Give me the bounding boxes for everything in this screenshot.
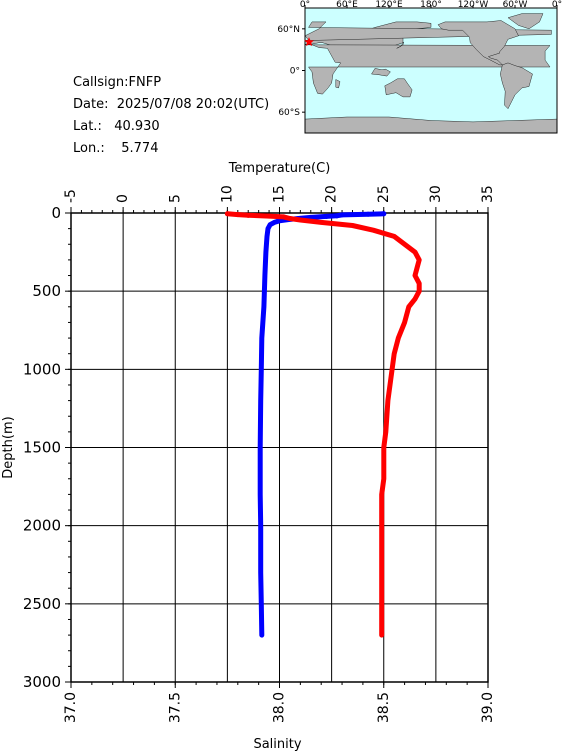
map-lat-label: 60°N xyxy=(277,25,300,35)
salinity-tick-label: 38.0 xyxy=(272,692,288,723)
salinity-tick-label: 37.5 xyxy=(167,692,183,723)
continent-4 xyxy=(437,20,519,66)
temperature-point xyxy=(323,213,329,219)
temperature-point xyxy=(339,212,345,218)
salinity-tick-label: 39.0 xyxy=(480,692,496,723)
map-lon-label: 60°W xyxy=(503,0,528,10)
temperature-tick-label: 15 xyxy=(272,185,288,203)
continent-6 xyxy=(507,13,544,30)
station-info: Callsign:FNFP Date: 2025/07/08 20:02(UTC… xyxy=(73,72,269,160)
depth-tick-label: 3000 xyxy=(23,673,61,691)
temperature-axis-label: Temperature(C) xyxy=(228,161,331,176)
salinity-point xyxy=(245,212,251,218)
continent-8 xyxy=(396,41,404,49)
salinity-point xyxy=(224,211,230,217)
latitude-text: Lat.: 40.930 xyxy=(73,119,160,134)
station-marker-icon xyxy=(304,37,314,47)
temperature-tick-label: 5 xyxy=(167,194,183,203)
depth-tick-label: 0 xyxy=(51,204,61,222)
temperature-tick-label: 10 xyxy=(219,185,235,203)
continent-3 xyxy=(384,78,413,98)
salinity-point xyxy=(235,212,241,218)
depth-tick-label: 500 xyxy=(32,282,61,300)
continent-9 xyxy=(371,68,391,77)
salinity-point xyxy=(266,213,272,219)
map-lon-label: 180° xyxy=(420,0,442,10)
map-lon-label: 0° xyxy=(300,0,310,10)
salinity-point xyxy=(281,214,287,220)
salinity-axis-label: Salinity xyxy=(253,737,301,751)
salinity-point xyxy=(287,215,293,221)
longitude-text: Lon.: 5.774 xyxy=(73,141,159,156)
temperature-tick-label: -5 xyxy=(63,189,79,203)
temperature-tick-label: 30 xyxy=(428,185,444,203)
depth-axis-label: Depth(m) xyxy=(1,416,16,478)
depth-tick-label: 1500 xyxy=(23,439,61,457)
temperature-point xyxy=(381,211,387,217)
salinity-tick-label: 38.5 xyxy=(376,692,392,723)
map-lon-label: 0° xyxy=(552,0,562,10)
callsign-text: Callsign:FNFP xyxy=(73,75,162,90)
map-lat-label: 0° xyxy=(290,67,300,77)
continent-10 xyxy=(335,79,341,89)
temperature-point xyxy=(334,213,340,219)
continent-5 xyxy=(500,62,533,110)
temperature-tick-label: 35 xyxy=(480,185,496,203)
map-lon-label: 120°W xyxy=(458,0,489,10)
depth-tick-label: 2000 xyxy=(23,517,61,535)
temperature-tick-label: 25 xyxy=(376,185,392,203)
temperature-point xyxy=(365,211,371,217)
date-text: Date: 2025/07/08 20:02(UTC) xyxy=(73,97,270,112)
map-lon-label: 60°E xyxy=(336,0,358,10)
temperature-tick-label: 20 xyxy=(324,185,340,203)
salinity-tick-label: 37.0 xyxy=(63,692,79,723)
temperature-tick-label: 0 xyxy=(115,194,131,203)
depth-tick-label: 2500 xyxy=(23,595,61,613)
map-lon-label: 120°E xyxy=(375,0,403,10)
salinity-profile-line xyxy=(224,211,422,638)
map-lat-label: 60°S xyxy=(278,108,300,118)
temperature-profile-line xyxy=(257,211,387,638)
depth-tick-label: 1000 xyxy=(23,360,61,378)
